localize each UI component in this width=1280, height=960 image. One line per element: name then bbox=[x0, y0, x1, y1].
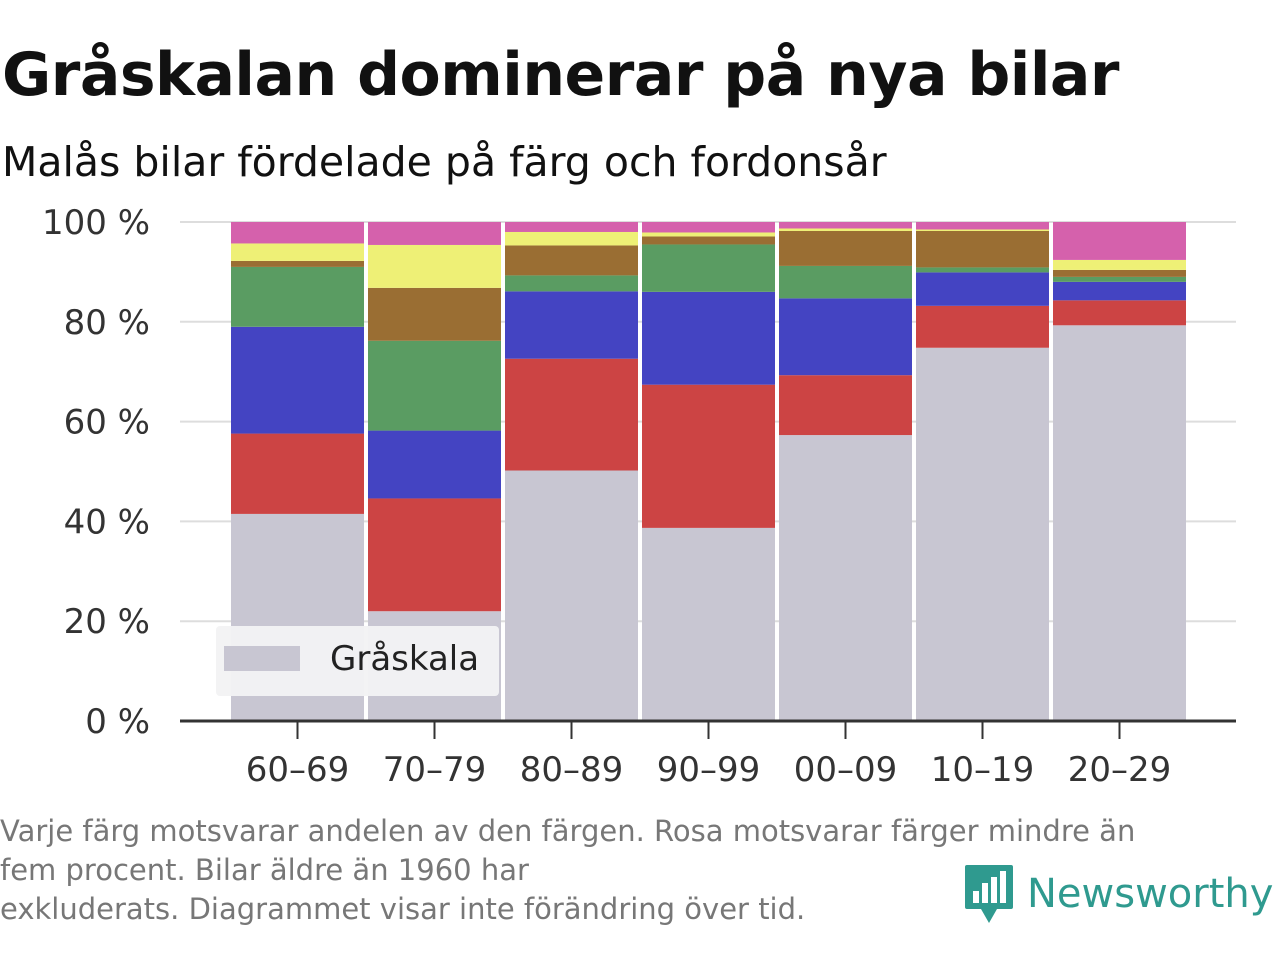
bar-segment bbox=[368, 430, 501, 499]
bar-segment bbox=[505, 358, 638, 471]
bar-segment bbox=[642, 527, 775, 721]
x-tick-label: 60–69 bbox=[246, 750, 350, 790]
legend-box bbox=[216, 626, 499, 696]
bar-segment bbox=[642, 232, 775, 237]
bar-segment bbox=[368, 222, 501, 245]
bar-segment bbox=[505, 222, 638, 232]
bar-segment bbox=[916, 272, 1049, 306]
bar-segment bbox=[368, 498, 501, 612]
bar-segment bbox=[231, 433, 364, 514]
x-tick-label: 80–89 bbox=[520, 750, 624, 790]
bar-segment bbox=[231, 266, 364, 327]
bar-segment bbox=[1053, 222, 1186, 260]
newsworthy-logo-icon bbox=[965, 865, 1013, 923]
bar-segment bbox=[642, 244, 775, 292]
x-tick-label: 70–79 bbox=[383, 750, 487, 790]
bar-segment bbox=[368, 287, 501, 341]
y-tick-label: 0 % bbox=[85, 702, 150, 742]
bar-segment bbox=[916, 222, 1049, 230]
brand-logo: Newsworthy bbox=[963, 862, 1273, 926]
footnote-line: Varje färg motsvarar andelen av den färg… bbox=[0, 814, 1136, 848]
x-tick-label: 10–19 bbox=[931, 750, 1035, 790]
bar-segment bbox=[642, 222, 775, 233]
chart-subtitle: Malås bilar fördelade på färg och fordon… bbox=[2, 138, 887, 186]
bar-segment bbox=[779, 228, 912, 231]
legend-label: Gråskala bbox=[330, 639, 479, 679]
y-tick-label: 60 % bbox=[64, 403, 150, 443]
bar-segment bbox=[642, 291, 775, 385]
legend-swatch bbox=[224, 646, 300, 671]
y-tick-label: 40 % bbox=[64, 502, 150, 542]
bar-segment bbox=[1053, 300, 1186, 326]
stacked-bar-chart: 0 % 20 % 40 % 60 % 80 % 100 % 60–69 70–79 80–89 9… bbox=[42, 203, 1236, 790]
footnote-line: exkluderats. Diagrammet visar inte förän… bbox=[0, 892, 806, 926]
bar-segment bbox=[1053, 325, 1186, 721]
bar-segment bbox=[1053, 269, 1186, 277]
bar-segment bbox=[642, 384, 775, 528]
footnote: Varje färg motsvarar andelen av den färg… bbox=[0, 812, 1260, 929]
bar-segment bbox=[1053, 276, 1186, 282]
y-tick-label: 80 % bbox=[64, 303, 150, 343]
bar-segment bbox=[231, 260, 364, 267]
bar-segment bbox=[231, 243, 364, 261]
y-tick-label: 20 % bbox=[64, 602, 150, 642]
chart-title: Gråskalan dominerar på nya bilar bbox=[2, 40, 1120, 110]
bar-segment bbox=[231, 326, 364, 434]
bar-segment bbox=[916, 267, 1049, 273]
bar-segment bbox=[368, 244, 501, 288]
bar-segment bbox=[505, 470, 638, 721]
bar-segment bbox=[916, 230, 1049, 268]
bar-segment bbox=[916, 229, 1049, 231]
bar-segment bbox=[231, 222, 364, 244]
bar-segment bbox=[1053, 281, 1186, 301]
x-tick-label: 90–99 bbox=[657, 750, 761, 790]
bar-segment bbox=[368, 340, 501, 431]
bar-segment bbox=[779, 230, 912, 266]
bar-segment bbox=[779, 298, 912, 376]
bar-segment bbox=[779, 265, 912, 299]
bar-segment bbox=[916, 347, 1049, 721]
y-tick-label: 100 % bbox=[42, 203, 150, 243]
bar-segment bbox=[505, 245, 638, 276]
x-tick-label: 20–29 bbox=[1068, 750, 1172, 790]
bar-segment bbox=[916, 305, 1049, 348]
bar-segment bbox=[1053, 259, 1186, 270]
footnote-line: fem procent. Bilar äldre än 1960 har bbox=[0, 853, 529, 887]
bar-segment bbox=[779, 222, 912, 229]
brand-name: Newsworthy bbox=[1027, 871, 1274, 917]
bar-segment bbox=[642, 236, 775, 245]
bar-segment bbox=[505, 231, 638, 246]
bar-segment bbox=[505, 291, 638, 359]
bar-segment bbox=[505, 275, 638, 292]
bar-segment bbox=[779, 435, 912, 721]
x-tick-label: 00–09 bbox=[794, 750, 898, 790]
bar-segment bbox=[779, 375, 912, 436]
